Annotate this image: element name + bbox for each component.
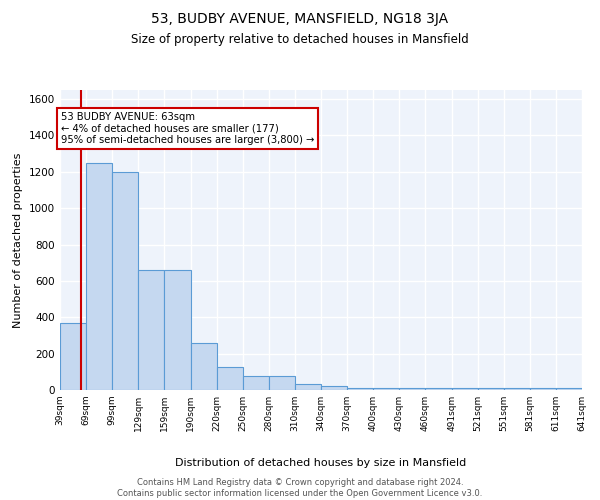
Bar [321,386,347,390]
Bar [295,384,321,390]
Bar [164,270,191,390]
Text: Contains HM Land Registry data © Crown copyright and database right 2024.
Contai: Contains HM Land Registry data © Crown c… [118,478,482,498]
Bar [556,388,582,390]
Bar [530,388,556,390]
Bar [373,388,399,390]
Bar [243,376,269,390]
Bar [478,388,504,390]
Bar [269,376,295,390]
Bar [425,388,452,390]
Bar [347,388,373,390]
Bar [60,322,86,390]
Bar [86,162,112,390]
Bar [217,368,243,390]
Bar [191,342,217,390]
Text: Distribution of detached houses by size in Mansfield: Distribution of detached houses by size … [175,458,467,468]
Bar [138,270,164,390]
Y-axis label: Number of detached properties: Number of detached properties [13,152,23,328]
Text: 53, BUDBY AVENUE, MANSFIELD, NG18 3JA: 53, BUDBY AVENUE, MANSFIELD, NG18 3JA [151,12,449,26]
Bar [112,172,138,390]
Bar [399,388,425,390]
Text: 53 BUDBY AVENUE: 63sqm
← 4% of detached houses are smaller (177)
95% of semi-det: 53 BUDBY AVENUE: 63sqm ← 4% of detached … [61,112,314,145]
Text: Size of property relative to detached houses in Mansfield: Size of property relative to detached ho… [131,32,469,46]
Bar [504,388,530,390]
Bar [452,388,478,390]
